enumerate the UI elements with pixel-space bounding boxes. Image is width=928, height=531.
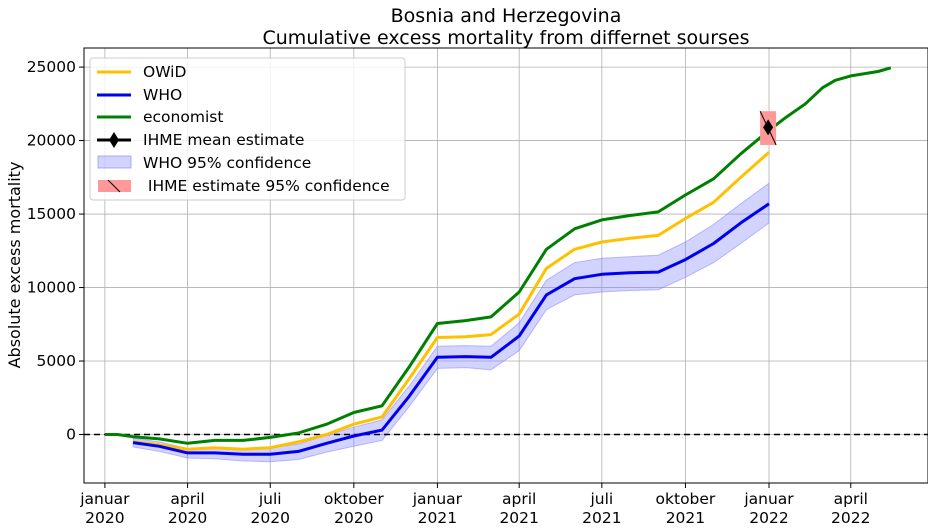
x-tick-label-year: 2021 xyxy=(582,509,621,527)
legend-swatch-who-confidence xyxy=(97,155,132,169)
y-tick-label: 0 xyxy=(66,426,76,444)
x-tick-label: januar xyxy=(743,490,794,508)
x-tick-label-year: 2021 xyxy=(418,509,457,527)
x-tick-label-year: 2020 xyxy=(168,509,207,527)
chart-title-line2: Cumulative excess mortality from differn… xyxy=(263,27,750,49)
legend-label-who: WHO xyxy=(143,86,182,104)
legend-label-who-confidence: WHO 95% confidence xyxy=(143,154,311,172)
x-tick-label: januar xyxy=(79,490,130,508)
who-confidence-band xyxy=(132,182,770,463)
x-tick-label-year: 2021 xyxy=(499,509,538,527)
y-tick-label: 15000 xyxy=(27,205,76,223)
x-tick-label: juli xyxy=(258,490,282,508)
ihme-mean-marker xyxy=(763,119,774,136)
x-tick-label: april xyxy=(170,490,204,508)
x-tick-label-year: 2020 xyxy=(334,509,373,527)
y-tick-label: 10000 xyxy=(27,279,76,297)
legend-swatch-ihme-confidence xyxy=(98,179,131,193)
legend-label-owid: OWiD xyxy=(143,63,186,81)
y-axis: 0 5000 10000 15000 20000 25000 xyxy=(27,58,84,444)
plot-frame xyxy=(83,47,928,484)
x-axis: januar2020april2020juli2020oktober2020ja… xyxy=(79,483,871,527)
legend-swatch-ihme-mean xyxy=(97,132,131,148)
x-tick-label: oktober xyxy=(656,490,716,508)
x-tick-label-year: 2022 xyxy=(749,509,788,527)
legend-label-economist: economist xyxy=(143,108,223,126)
x-tick-label: april xyxy=(502,490,536,508)
y-tick-label: 5000 xyxy=(37,352,76,370)
plot-area xyxy=(84,66,928,463)
x-tick-label-year: 2020 xyxy=(251,509,290,527)
y-tick-label: 20000 xyxy=(27,132,76,150)
x-tick-label-year: 2020 xyxy=(85,509,124,527)
legend-label-ihme-confidence: IHME estimate 95% confidence xyxy=(143,177,390,195)
x-tick-label: juli xyxy=(589,490,613,508)
y-axis-label: Absolute excess mortality xyxy=(5,162,24,369)
legend-box xyxy=(89,57,406,201)
x-tick-label: april xyxy=(834,490,868,508)
x-tick-label-year: 2022 xyxy=(831,509,870,527)
legend-label-ihme-mean: IHME mean estimate xyxy=(143,131,304,149)
owid-line xyxy=(132,151,770,451)
who-line xyxy=(132,202,770,456)
chart-title-line1: Bosnia and Herzegovina xyxy=(391,5,622,27)
x-tick-label: januar xyxy=(412,490,463,508)
chart-title: Bosnia and Herzegovina Cumulative excess… xyxy=(263,5,750,49)
economist-line xyxy=(104,66,892,445)
x-tick-label: oktober xyxy=(324,490,384,508)
y-tick-label: 25000 xyxy=(27,58,76,76)
legend: OWiD WHO economist IHME mean estimate WH… xyxy=(89,57,406,201)
x-tick-label-year: 2021 xyxy=(666,509,705,527)
